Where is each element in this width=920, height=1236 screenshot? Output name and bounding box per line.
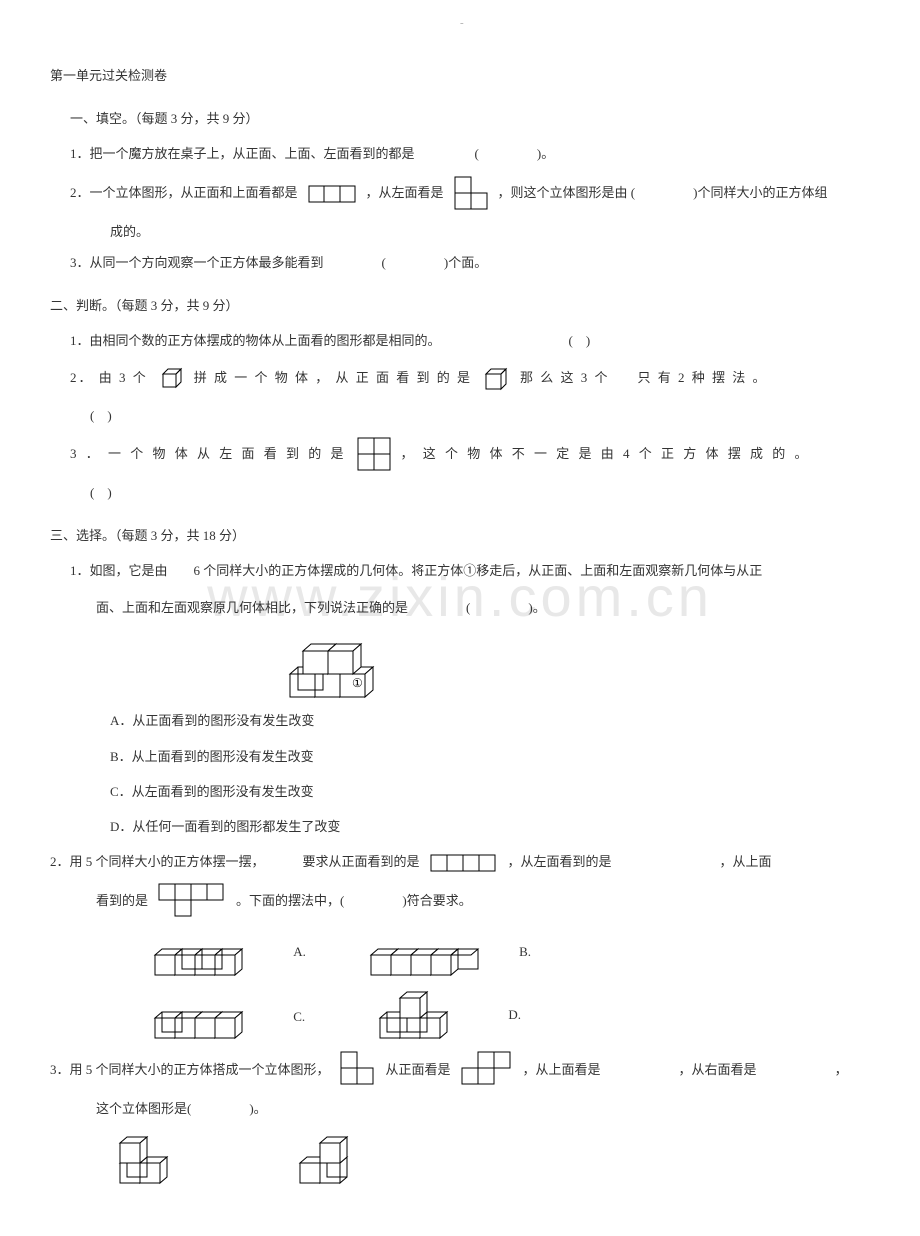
q2-2-d: 只 有 2 种 摆 法 。 <box>638 362 768 393</box>
q2-2-c: 那 么 这 3 个 <box>520 362 610 393</box>
cube-icon <box>158 362 184 393</box>
grid-2x2-icon <box>357 437 391 471</box>
q2-3: 3 ． 一 个 物 体 从 左 面 看 到 的 是 ， 这 个 物 体 不 一 … <box>50 437 870 471</box>
fig-3a <box>110 1133 210 1188</box>
t-shape-icon <box>158 883 226 917</box>
fig-row-cd: C. D. <box>50 988 870 1043</box>
q3-2-f: 。下面的摆法中，( <box>236 885 344 916</box>
q1-2-a: 2．一个立体图形，从正面和上面看都是 <box>70 177 298 208</box>
q2-2: 2． 由 3 个 拼 成 一 个 物 体 ， 从 正 面 看 到 的 是 那 么… <box>50 362 870 393</box>
q2-1-p: ( ) <box>569 325 591 356</box>
q2-2-a: 2． 由 3 个 <box>70 362 148 393</box>
fig-row-ab: A. B. <box>50 925 870 980</box>
fig-row-3 <box>50 1133 870 1188</box>
opt-d: D．从任何一面看到的图形都发生了改变 <box>50 811 870 842</box>
doc-title: 第一单元过关检测卷 <box>50 60 870 91</box>
fig-d: D. <box>365 988 521 1043</box>
q3-2-g: )符合要求。 <box>402 885 471 916</box>
section-2-header: 二、判断。（每题 3 分，共 9 分） <box>50 290 870 321</box>
q3-2: 2．用 5 个同样大小的正方体摆一摆， 要求从正面看到的是 ，从左面看到的是 ，… <box>50 846 870 877</box>
q3-3: 3．用 5 个同样大小的正方体搭成一个立体图形， 从正面看是 ，从上面看是 ，从… <box>50 1051 870 1087</box>
q3-1b: 面、上面和左面观察原几何体相比，下列说法正确的是 ( )。 <box>50 592 870 623</box>
q1-2: 2．一个立体图形，从正面和上面看都是 ，从左面看是 ，则这个立体图形是由 ( )… <box>50 176 870 210</box>
q2-1-a: 1．由相同个数的正方体摆成的物体从上面看的图形都是相同的。 <box>70 325 441 356</box>
q3-3-c: ，从上面看是 <box>523 1054 601 1085</box>
opt-a: A．从正面看到的图形没有发生改变 <box>50 705 870 736</box>
step-shape-icon <box>461 1051 513 1087</box>
row-4-icon <box>430 846 498 877</box>
q3-2-a: 2．用 5 个同样大小的正方体摆一摆， <box>50 846 265 877</box>
q2-2-b: 拼 成 一 个 物 体 ， 从 正 面 看 到 的 是 <box>194 362 472 393</box>
q1-3-pl: ( <box>382 247 386 278</box>
fig-a: A. <box>150 925 306 980</box>
opt-c: C．从左面看到的图形没有发生改变 <box>50 776 870 807</box>
q3-2-d: ，从上面 <box>720 846 772 877</box>
q3-1-figure: ① <box>50 629 870 699</box>
q2-3-p: ( ) <box>50 477 870 508</box>
q3-3-e: ， <box>835 1054 848 1085</box>
fig-c: C. <box>150 993 305 1043</box>
q3-3-a: 3．用 5 个同样大小的正方体搭成一个立体图形， <box>50 1054 330 1085</box>
q3-2-c: ，从左面看到的是 <box>508 846 612 877</box>
opt-b: B．从上面看到的图形没有发生改变 <box>50 741 870 772</box>
q1-2-cont: 成的。 <box>50 216 870 247</box>
q1-1-text: 1．把一个魔方放在桌子上，从正面、上面、左面看到的都是 <box>70 138 415 169</box>
q1-3: 3．从同一个方向观察一个正方体最多能看到 ( )个面。 <box>50 247 870 278</box>
page-dot: - <box>460 10 464 36</box>
q2-1: 1．由相同个数的正方体摆成的物体从上面看的图形都是相同的。 ( ) <box>50 325 870 356</box>
label-c: C. <box>293 1009 305 1024</box>
q1-2-c: ，则这个立体图形是由 ( <box>498 177 636 208</box>
q3-1-pr: )。 <box>528 592 545 623</box>
q3-2l2: 看到的是 。下面的摆法中，( )符合要求。 <box>50 883 870 917</box>
q3-1-b: 面、上面和左面观察原几何体相比，下列说法正确的是 <box>96 592 408 623</box>
q1-1-blank <box>419 138 471 169</box>
q1-3-a: 3．从同一个方向观察一个正方体最多能看到 <box>70 247 324 278</box>
label-b: B. <box>519 944 531 959</box>
q3-1-gap <box>412 592 462 623</box>
q3-3-f: 这个立体图形是( <box>96 1093 191 1124</box>
q1-3-pr: )个面。 <box>444 247 487 278</box>
q2-3-a: 3 ． 一 个 物 体 从 左 面 看 到 的 是 <box>70 438 347 469</box>
q3-2-e: 看到的是 <box>96 885 148 916</box>
svg-text:①: ① <box>352 676 363 690</box>
label-d: D. <box>508 1007 521 1022</box>
q1-1-paren-l: ( <box>475 138 479 169</box>
q3-3l2: 这个立体图形是( )。 <box>50 1093 870 1124</box>
label-a: A. <box>293 944 306 959</box>
grid-1x3-icon <box>308 177 356 208</box>
l2-shape-icon <box>340 1051 376 1087</box>
q3-2-b: 要求从正面看到的是 <box>303 846 420 877</box>
q3-3-d: ，从右面看是 <box>679 1054 757 1085</box>
q1-2-b: ，从左面看是 <box>366 177 444 208</box>
l-shape-icon <box>454 176 488 210</box>
q1-2-d: )个同样大小的正方体组 <box>693 177 827 208</box>
q3-1-a: 1．如图，它是由 6 个同样大小的正方体摆成的几何体。将正方体①移走后，从正面、… <box>70 563 762 578</box>
q3-1-pl: ( <box>466 592 470 623</box>
q1-1: 1．把一个魔方放在桌子上，从正面、上面、左面看到的都是 ( )。 <box>50 138 870 169</box>
q2-2-p: ( ) <box>50 400 870 431</box>
section-3-header: 三、选择。（每题 3 分，共 18 分） <box>50 520 870 551</box>
fig-3b <box>290 1133 390 1188</box>
q3-3-g: )。 <box>249 1093 266 1124</box>
q2-3-b: ， 这 个 物 体 不 一 定 是 由 4 个 正 方 体 摆 成 的 。 <box>401 438 811 469</box>
q1-1-paren-r: )。 <box>537 138 554 169</box>
fig-b: B. <box>366 925 531 980</box>
q3-1: 1．如图，它是由 6 个同样大小的正方体摆成的几何体。将正方体①移走后，从正面、… <box>50 555 870 586</box>
q3-3-b: 从正面看是 <box>386 1054 451 1085</box>
cube-outline-icon <box>482 362 510 393</box>
section-1-header: 一、填空。（每题 3 分，共 9 分） <box>50 103 870 134</box>
